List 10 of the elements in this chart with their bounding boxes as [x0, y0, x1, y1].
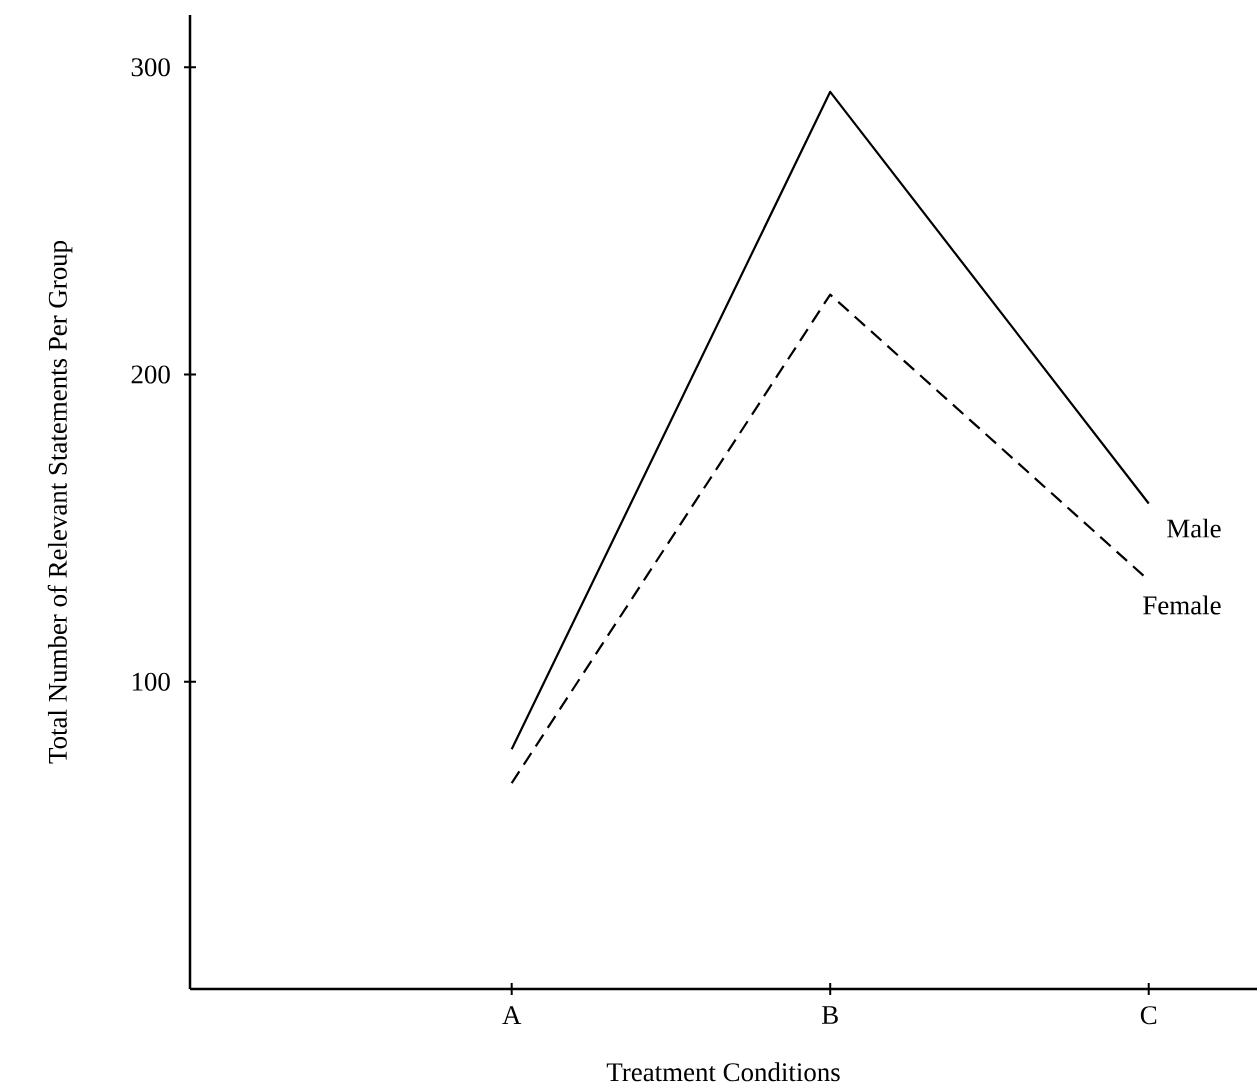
y-tick-label: 100 — [132, 672, 170, 691]
x-tick-label: C — [1140, 1006, 1157, 1025]
series-label: Female — [1143, 595, 1221, 615]
x-axis-title: Treatment Conditions — [606, 1062, 840, 1082]
y-tick-label: 300 — [131, 58, 170, 77]
x-tick-label: B — [822, 1006, 838, 1024]
x-tick-label: A — [502, 1006, 522, 1024]
y-tick-label: 200 — [131, 365, 170, 384]
y-axis-title: Total Number of Relevant Statements Per Group — [47, 240, 73, 764]
series-label: Male — [1167, 518, 1221, 538]
